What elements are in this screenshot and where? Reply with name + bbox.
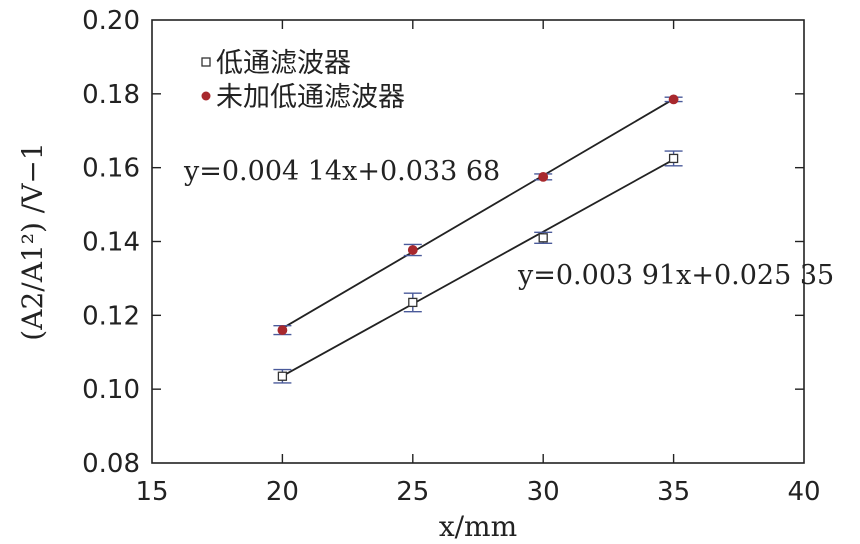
y-tick-label: 0.12 [82, 301, 140, 331]
x-tick-label: 30 [527, 477, 560, 507]
x-tick-label: 40 [787, 477, 820, 507]
legend-label-low-pass: 低通滤波器 [216, 48, 351, 79]
fit-equation-low-pass: y=0.003 91x+0.025 35 [517, 260, 834, 291]
fit-line-1 [281, 98, 675, 330]
legend-label-no-low-pass: 未加低通滤波器 [216, 82, 405, 113]
data-point-square [538, 233, 548, 243]
x-tick-label: 25 [396, 477, 429, 507]
legend: 低通滤波器 未加低通滤波器 [201, 48, 405, 113]
data-point-circle [277, 325, 288, 336]
y-axis-label: (A2/A1²) /V−1 [16, 142, 49, 340]
data-marks [273, 94, 683, 384]
data-point-circle [407, 245, 418, 255]
data-point-square [277, 371, 288, 381]
y-tick-label: 0.18 [82, 80, 140, 110]
x-tick-label: 20 [266, 477, 299, 507]
y-tick-label: 0.08 [82, 449, 140, 479]
y-axis-ticks: 0.08 0.10 0.12 0.14 0.16 0.18 0.20 [82, 6, 804, 479]
fit-equation-no-low-pass: y=0.004 14x+0.033 68 [183, 156, 500, 187]
data-point-square [408, 297, 418, 308]
legend-marker-open-square [201, 57, 211, 67]
fit-line-0 [281, 158, 675, 377]
y-tick-label: 0.14 [82, 228, 140, 258]
y-tick-label: 0.16 [82, 154, 140, 184]
fit-lines [281, 98, 675, 377]
x-tick-label: 15 [135, 477, 168, 507]
y-tick-label: 0.20 [82, 6, 140, 36]
data-point-square [668, 153, 679, 164]
x-tick-label: 35 [657, 477, 690, 507]
y-tick-label: 0.10 [82, 375, 140, 405]
x-axis-ticks: 15 20 25 30 35 40 [135, 20, 821, 507]
data-point-circle [668, 94, 679, 105]
legend-marker-filled-circle [201, 91, 211, 101]
plot-frame [151, 19, 805, 464]
x-axis-label: x/mm [439, 510, 517, 543]
data-point-circle [538, 171, 549, 182]
